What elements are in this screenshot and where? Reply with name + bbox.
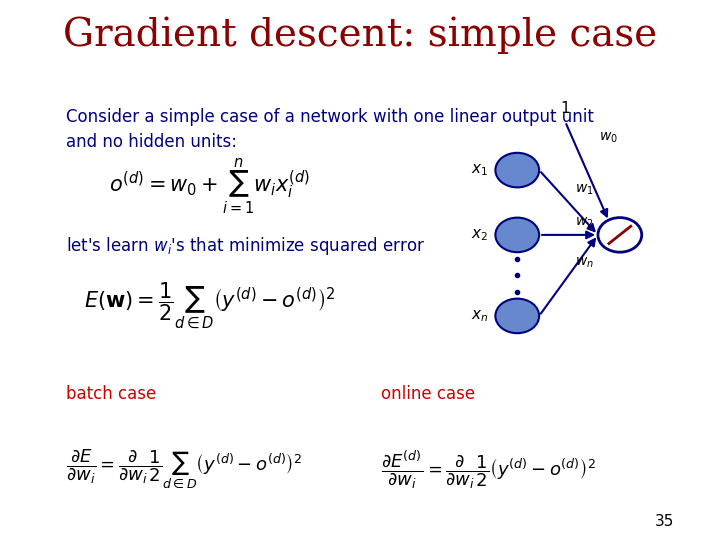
Circle shape — [598, 218, 642, 252]
Text: $E(\mathbf{w}) = \dfrac{1}{2} \sum_{d \in D} \left(y^{(d)} - o^{(d)}\right)^2$: $E(\mathbf{w}) = \dfrac{1}{2} \sum_{d \i… — [84, 280, 336, 330]
Circle shape — [495, 299, 539, 333]
Text: Consider a simple case of a network with one linear output unit
and no hidden un: Consider a simple case of a network with… — [66, 108, 594, 151]
Text: $x_n$: $x_n$ — [471, 308, 489, 324]
Text: $w_0$: $w_0$ — [599, 131, 618, 145]
Text: $w_1$: $w_1$ — [575, 183, 594, 197]
Text: $x_1$: $x_1$ — [472, 162, 489, 178]
Text: $\dfrac{\partial E}{\partial w_i} = \dfrac{\partial}{\partial w_i} \dfrac{1}{2} : $\dfrac{\partial E}{\partial w_i} = \dfr… — [66, 448, 302, 491]
Text: $o^{(d)} = w_0 + \sum_{i=1}^{n} w_i x_i^{(d)}$: $o^{(d)} = w_0 + \sum_{i=1}^{n} w_i x_i^… — [109, 157, 310, 216]
Text: Gradient descent: simple case: Gradient descent: simple case — [63, 16, 657, 54]
Circle shape — [495, 153, 539, 187]
Text: online case: online case — [380, 385, 474, 403]
Text: $\dfrac{\partial E^{(d)}}{\partial w_i} = \dfrac{\partial}{\partial w_i} \dfrac{: $\dfrac{\partial E^{(d)}}{\partial w_i} … — [380, 448, 595, 491]
Text: let's learn $w_i$'s that minimize squared error: let's learn $w_i$'s that minimize square… — [66, 235, 426, 256]
Text: $w_2$: $w_2$ — [575, 215, 594, 230]
Text: 1: 1 — [560, 101, 570, 116]
Text: $x_2$: $x_2$ — [472, 227, 489, 243]
Text: batch case: batch case — [66, 385, 156, 403]
Circle shape — [495, 218, 539, 252]
Text: $w_n$: $w_n$ — [575, 255, 594, 270]
Text: 35: 35 — [655, 514, 675, 529]
